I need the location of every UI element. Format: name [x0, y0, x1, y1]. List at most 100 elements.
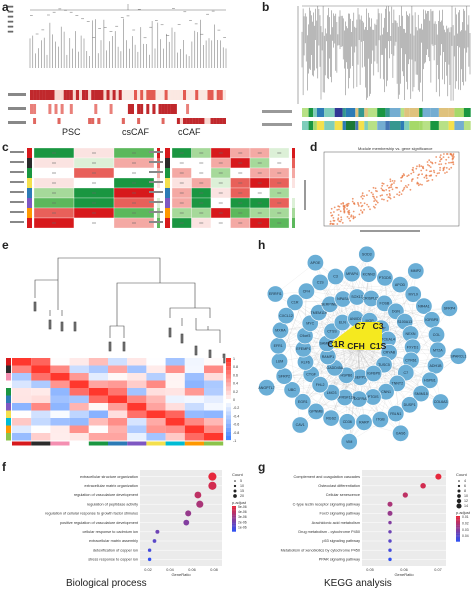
d-point [361, 212, 364, 214]
e-heat-cell [146, 358, 166, 366]
e-module-color-bottom [12, 441, 32, 446]
f-plot-count-val: 10 [240, 484, 244, 488]
a-heat-cell [42, 90, 46, 100]
c-cell-value [257, 182, 262, 184]
c-module-color [27, 198, 32, 208]
a-heat-cell [94, 104, 98, 114]
h-node-label: RAMP1 [322, 355, 334, 359]
d-point [421, 173, 423, 176]
a-heat-cell [152, 90, 156, 100]
e-heat-cell [165, 380, 185, 388]
c-row-label [149, 221, 163, 223]
f-plot-padj-step [232, 510, 236, 513]
d-point [425, 175, 427, 177]
d-point [439, 156, 441, 159]
e-heat-cell [88, 410, 108, 418]
h-node-circle [306, 254, 324, 272]
f-plot-term-label: cellular response to cadmium ion [82, 530, 138, 534]
d-point [351, 197, 354, 200]
d-point [422, 165, 424, 168]
d-point [439, 160, 441, 163]
a-heat-cell [127, 90, 132, 100]
e-heat-cell [204, 380, 224, 388]
d-point [435, 156, 438, 158]
e-legend-step [226, 386, 231, 391]
b-module-bar [400, 108, 405, 117]
d-point [352, 215, 355, 218]
d-point [361, 194, 364, 197]
e-heat-cell [12, 365, 32, 373]
g-plot-padj-step [456, 536, 460, 539]
a-heat-cell [167, 118, 171, 124]
c-cell-value [179, 152, 184, 154]
a-heat-cell [176, 104, 181, 114]
h-node-circle [311, 376, 329, 394]
d-point [452, 154, 455, 157]
h-node-circle [277, 307, 295, 325]
e-heat-cell [69, 418, 89, 426]
c-module-color [165, 178, 170, 188]
h-node-label: ELN [339, 321, 346, 325]
f-plot-dot [194, 491, 202, 499]
d-point [420, 169, 423, 172]
a-heat-cell [173, 118, 177, 124]
a-heat-cell [54, 118, 58, 124]
d-point [375, 196, 378, 198]
panel-g: g Complement and coagulation cascades Ost… [250, 460, 474, 591]
e-heat-cell [127, 433, 147, 441]
a-heat-cell [140, 90, 144, 100]
e-module-color [6, 373, 11, 381]
d-point [393, 182, 395, 184]
b-module-bar [389, 108, 401, 117]
a-heat-cell [33, 118, 37, 124]
h-node-circle [294, 393, 312, 411]
a-heat-cell [48, 118, 52, 124]
g-plot-padj-step [456, 535, 460, 537]
e-heat-cell [127, 358, 147, 366]
a-heat-cell [183, 118, 187, 124]
d-point [372, 186, 375, 189]
f-plot-dot [147, 557, 152, 562]
b-module-bar-merged [364, 121, 368, 130]
h-node-circle [440, 299, 458, 317]
panel-f-caption: Biological process [66, 578, 147, 589]
e-legend-tick: 0.8 [233, 365, 238, 369]
e-module-color [6, 425, 11, 433]
d-point [341, 222, 344, 224]
d-point [348, 211, 351, 214]
f-plot-count-val: 5 [240, 479, 242, 483]
d-point [420, 165, 423, 167]
e-heat-cell [69, 388, 89, 396]
d-point [403, 186, 406, 189]
c-cell-value [132, 182, 136, 184]
a-heat-cell [219, 118, 223, 124]
a-heat-cell [140, 104, 144, 114]
h-hub-label: C7 [355, 321, 366, 331]
h-node-circle [355, 413, 373, 431]
h-node-circle [449, 347, 467, 365]
c-cell-value [238, 222, 243, 224]
h-node-label: MYL9 [409, 292, 418, 296]
f-plot-term-label: regulation of vasculature development [74, 493, 139, 497]
a-heat-cell [66, 90, 70, 100]
e-dendrogram [34, 257, 221, 343]
a-heat-cell [88, 118, 92, 124]
d-point [412, 178, 414, 180]
a-heat-cell [207, 104, 211, 114]
d-point [358, 205, 360, 207]
a-heat-cell [39, 104, 43, 114]
d-point [347, 204, 349, 207]
e-heat-cell [127, 380, 147, 388]
h-node: MYL9 [404, 285, 422, 303]
c-cell-value [218, 202, 223, 204]
d-point [445, 167, 448, 169]
b-dendrogram [301, 5, 471, 102]
f-plot-count-val: 20 [240, 494, 244, 498]
b-module-bar [358, 108, 365, 117]
h-node: DUSP1 [401, 396, 419, 414]
d-point [440, 158, 442, 161]
panel-f-dotplot: extracellular structure organization extr… [45, 470, 247, 577]
g-plot-dot [387, 501, 393, 507]
a-heat-cell [121, 104, 125, 114]
f-plot-dot [208, 472, 217, 481]
